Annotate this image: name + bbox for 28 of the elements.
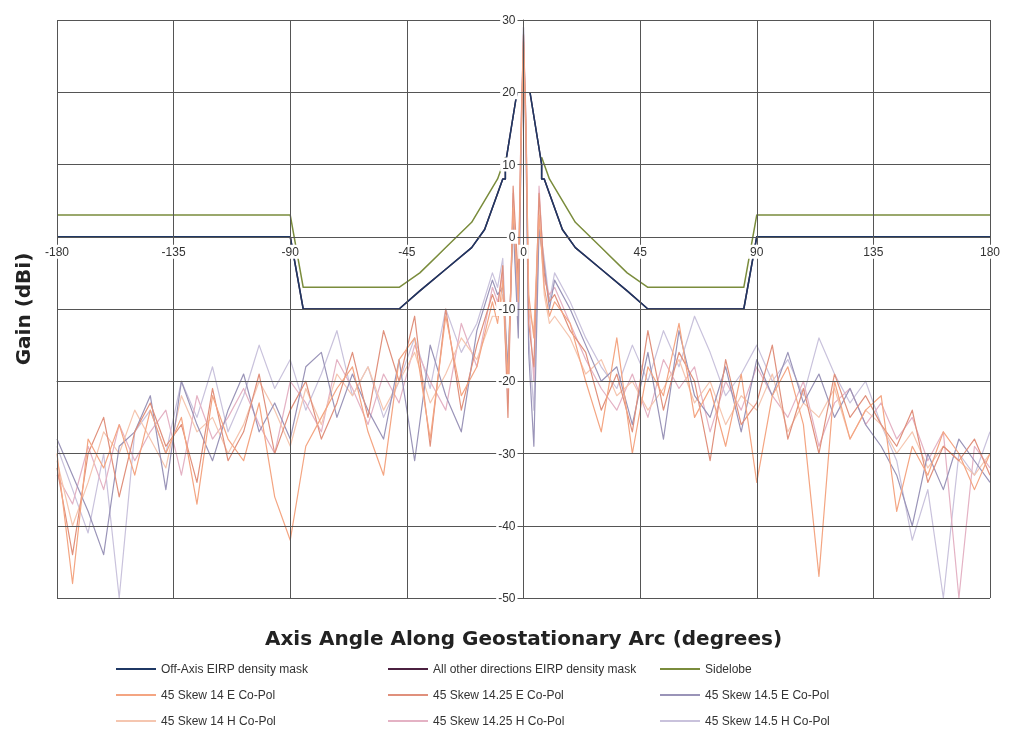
y-tick-label: -30 — [498, 446, 516, 461]
y-tick-label: -50 — [498, 591, 516, 605]
y-tick-label: 10 — [502, 157, 516, 172]
x-tick-label: 135 — [863, 244, 884, 259]
legend-label: Off-Axis EIRP density mask — [161, 662, 309, 676]
y-axis-title: Gain (dBi) — [11, 252, 35, 366]
y-tick-label: -10 — [498, 302, 516, 316]
x-tick-label: 0 — [520, 244, 528, 259]
x-tick-label: -180 — [44, 244, 70, 259]
y-tick-label: 0 — [508, 229, 516, 244]
x-axis-title: Axis Angle Along Geostationary Arc (degrees) — [264, 626, 783, 650]
legend-label: 45 Skew 14.25 E Co-Pol — [433, 688, 564, 702]
y-tick-label: 20 — [502, 85, 516, 100]
x-tick-label: 45 — [633, 244, 648, 259]
x-tick-label: 180 — [979, 244, 1001, 259]
legend-label: 45 Skew 14 E Co-Pol — [161, 688, 276, 702]
legend-label: Sidelobe — [705, 662, 753, 676]
x-tick-label: 90 — [750, 244, 764, 259]
legend-label: 45 Skew 14.5 E Co-Pol — [705, 688, 830, 702]
x-tick-label: -90 — [281, 244, 300, 259]
legend-label: 45 Skew 14.25 H Co-Pol — [433, 714, 565, 728]
x-tick-label: -45 — [398, 244, 416, 259]
x-tick-label: -135 — [161, 244, 186, 259]
legend-label: 45 Skew 14.5 H Co-Pol — [705, 714, 830, 728]
y-tick-label: 30 — [502, 13, 516, 27]
legend-label: All other directions EIRP density mask — [433, 662, 638, 676]
y-tick-label: -40 — [498, 518, 516, 533]
legend-label: 45 Skew 14 H Co-Pol — [161, 714, 276, 728]
